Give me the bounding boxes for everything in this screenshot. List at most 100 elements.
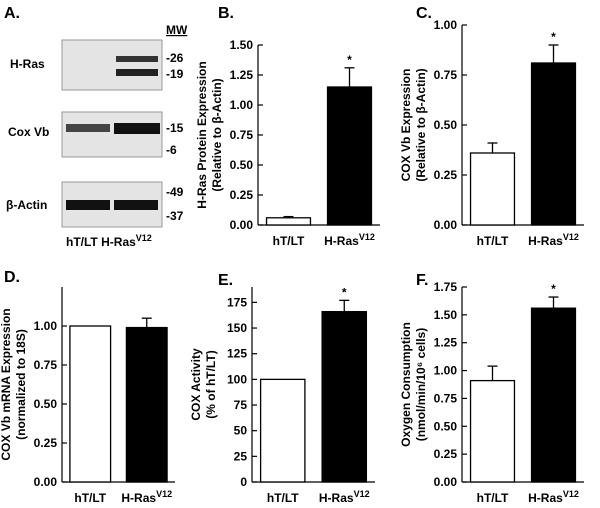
lane-labels: hT/LT H-RasV12 (66, 233, 152, 249)
y-axis-label: (Relative to β-Actin) (414, 68, 428, 181)
significance-mark: * (347, 53, 352, 67)
category-sup: V12 (563, 489, 579, 499)
y-tick-label: 1.50 (230, 38, 254, 52)
y-tick-label: 1.25 (230, 68, 254, 82)
blot-panel: A. MW H-Ras -26 -19 Cox Vb -15 -6 β-Acti… (4, 5, 188, 249)
y-axis-label: (normalized to 18S) (14, 329, 28, 440)
band (114, 123, 160, 134)
mw-marker: -26 (166, 51, 184, 65)
category: H-Ras (121, 491, 156, 505)
y-tick-label: 0.25 (34, 436, 58, 450)
panel-label: A. (4, 5, 20, 22)
y-tick-label: 150 (227, 321, 247, 335)
significance-mark: * (342, 285, 347, 299)
category-sup: V12 (354, 489, 370, 499)
panel-label: D. (4, 269, 20, 286)
y-tick-label: 1.75 (434, 280, 458, 294)
mw-marker: -6 (166, 143, 177, 157)
bar (469, 152, 516, 226)
bar (326, 86, 373, 226)
y-tick-label: 0.50 (34, 397, 58, 411)
category: H-Ras (319, 491, 354, 505)
lane-label: hT/LT (66, 235, 98, 249)
category: hT/LT (477, 234, 509, 248)
x-tick-label: hT/LT (74, 491, 106, 505)
y-tick-label: 0.00 (34, 475, 58, 489)
category: hT/LT (273, 234, 305, 248)
panel-label: F. (416, 272, 428, 289)
band (116, 56, 158, 62)
y-axis-label: (Relative to β-Actin) (210, 78, 224, 191)
panel-label: E. (218, 272, 233, 289)
y-tick-label: 175 (227, 295, 247, 309)
y-tick-label: 25 (234, 449, 248, 463)
row-label: Cox Vb (8, 125, 49, 139)
bar (265, 217, 312, 226)
x-tick-label: H-RasV12 (528, 232, 579, 248)
bar (469, 379, 516, 483)
y-tick-label: 1.00 (230, 98, 254, 112)
y-tick-label: 0.50 (230, 158, 254, 172)
panel-label: B. (218, 5, 234, 22)
blot-strip (61, 111, 163, 158)
y-tick-label: 1.00 (434, 18, 458, 32)
x-tick-label: H-RasV12 (528, 489, 579, 505)
bar (125, 326, 168, 483)
y-tick-label: 1.00 (434, 364, 458, 378)
y-tick-label: 0.25 (230, 188, 254, 202)
y-axis-label: (% of hT/LT) (204, 350, 218, 418)
y-tick-label: 0.75 (434, 68, 458, 82)
row-label: β-Actin (6, 198, 47, 212)
category: hT/LT (477, 491, 509, 505)
y-tick-label: 0.00 (434, 475, 458, 489)
y-tick-label: 1.25 (434, 336, 458, 350)
lane-label: H-Ras (101, 235, 136, 249)
category: H-Ras (324, 234, 359, 248)
y-axis-label: COX Vb mRNA Expression (0, 308, 13, 460)
x-tick-label: H-RasV12 (319, 489, 370, 505)
band (116, 69, 158, 76)
y-axis-label: Oxygen Consumption (399, 322, 413, 447)
bar (530, 307, 577, 483)
y-tick-label: 0.00 (230, 218, 254, 232)
y-tick-label: 0 (240, 475, 247, 489)
category-sup: V12 (359, 232, 375, 242)
category: H-Ras (528, 234, 563, 248)
bar (259, 378, 306, 483)
mw-marker: -19 (166, 67, 184, 81)
y-tick-label: 0.50 (434, 419, 458, 433)
x-tick-label: hT/LT (477, 491, 509, 505)
y-tick-label: 0.25 (434, 447, 458, 461)
row-label: H-Ras (10, 57, 45, 71)
category: hT/LT (267, 491, 299, 505)
category: hT/LT (74, 491, 106, 505)
category-sup: V12 (156, 489, 172, 499)
mw-marker: -37 (166, 209, 184, 223)
y-tick-label: 0.75 (34, 358, 58, 372)
band (66, 124, 110, 132)
x-tick-label: H-RasV12 (324, 232, 375, 248)
y-tick-label: 0.25 (434, 168, 458, 182)
x-tick-label: hT/LT (267, 491, 299, 505)
mw-marker: -15 (166, 121, 184, 135)
y-tick-label: 100 (227, 372, 247, 386)
bar (321, 310, 368, 483)
y-tick-label: 75 (234, 398, 248, 412)
lane-sup: V12 (136, 233, 152, 243)
x-tick-label: H-RasV12 (121, 489, 172, 505)
y-axis-label: H-Ras Protein Expression (195, 61, 209, 208)
y-tick-label: 0.75 (434, 391, 458, 405)
category-sup: V12 (563, 232, 579, 242)
y-tick-label: 125 (227, 347, 247, 361)
significance-mark: * (551, 30, 556, 44)
y-axis-label: COX Vb Expression (399, 69, 413, 182)
y-tick-label: 0.00 (434, 218, 458, 232)
mw-marker: -49 (166, 185, 184, 199)
bar (69, 325, 112, 483)
y-axis-label: (nmol/min/10⁶ cells) (414, 328, 428, 442)
band (66, 200, 110, 210)
bar (530, 62, 577, 226)
y-tick-label: 50 (234, 424, 248, 438)
x-tick-label: hT/LT (477, 234, 509, 248)
